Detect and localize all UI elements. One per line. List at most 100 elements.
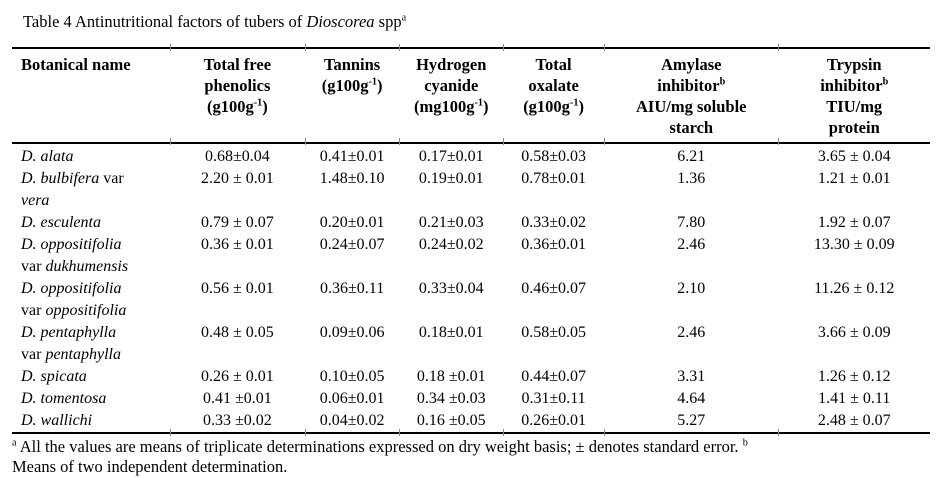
value-cell: 0.36±0.11: [320, 280, 385, 297]
value-cell: 2.48 ± 0.07: [817, 412, 891, 429]
table-row: D. tomentosa 0.41 ±0.01 0.06±0.01 0.34 ±0.0…: [12, 388, 930, 410]
rule-tick: [170, 44, 171, 51]
botanical-name-cell: D. alata: [21, 148, 74, 165]
data-table: Botanical name Total free phenolics (g100g-…: [12, 47, 930, 434]
rule-tick: [170, 429, 171, 436]
table-row: D. esculenta 0.79 ± 0.07 0.20±0.01 0.21±0.0…: [12, 212, 930, 234]
value-cell: 1.48±0.10: [319, 170, 385, 187]
rule-tick: [399, 429, 400, 436]
rule-tick: [778, 429, 779, 436]
column-header: Total free phenolics (g100g-1): [203, 55, 272, 116]
table-title: Table 4 Antinutritional factors of tuber…: [23, 12, 407, 31]
value-cell: 0.20±0.01: [319, 214, 385, 231]
value-cell: 0.36 ± 0.01: [200, 236, 274, 253]
column-header: Hydrogen cyanide (mg100g-1): [413, 55, 489, 116]
value-cell: 2.20 ± 0.01: [200, 170, 274, 187]
table-row: D. wallichi 0.33 ±0.02 0.04±0.02 0.16 ±0.05…: [12, 410, 930, 433]
value-cell: 0.34 ±0.03: [416, 390, 486, 407]
value-cell: 0.18±0.01: [418, 324, 484, 341]
value-cell: 0.04±0.02: [319, 412, 385, 429]
value-cell: 0.79 ± 0.07: [200, 214, 274, 231]
value-cell: 0.56 ± 0.01: [200, 280, 274, 297]
value-cell: 1.21 ± 0.01: [817, 170, 891, 187]
value-cell: 6.21: [677, 148, 706, 165]
rule-tick: [170, 138, 171, 145]
table-header: Botanical name Total free phenolics (g100g-…: [12, 48, 930, 143]
table-row: D. alata 0.68±0.04 0.41±0.01 0.17±0.01 0.58±…: [12, 143, 930, 168]
value-cell: 0.24±0.02: [418, 236, 484, 253]
value-cell: 0.24±0.07: [319, 236, 385, 253]
column-header: Amylase inhibitorb AIU/mg soluble starch: [636, 55, 747, 137]
rule-tick: [604, 138, 605, 145]
value-cell: 5.27: [677, 412, 706, 429]
value-cell: 0.48 ± 0.05: [200, 324, 274, 341]
rule-tick: [399, 138, 400, 145]
value-cell: 1.92 ± 0.07: [817, 214, 891, 231]
value-cell: 1.36: [677, 170, 706, 187]
value-cell: 0.36±0.01: [521, 236, 586, 253]
rule-tick: [778, 44, 779, 51]
value-cell: 2.10: [677, 280, 706, 297]
rule-tick: [305, 138, 306, 145]
rule-tick: [604, 44, 605, 51]
value-cell: 1.41 ± 0.11: [818, 390, 891, 407]
botanical-name-cell: D. bulbifera var vera: [21, 170, 124, 209]
table-row: D. oppositifolia var dukhumensis 0.36 ± 0.…: [12, 234, 930, 278]
column-header: Total oxalate (g100g-1): [523, 55, 584, 116]
rule-tick: [305, 44, 306, 51]
botanical-name-cell: D. tomentosa: [21, 390, 107, 407]
column-header: Tannins (g100g-1): [321, 55, 383, 95]
value-cell: 3.31: [677, 368, 706, 385]
value-cell: 0.18 ±0.01: [416, 368, 486, 385]
value-cell: 4.64: [677, 390, 706, 407]
table-row: D. oppositifolia var oppositifolia 0.56 ± …: [12, 278, 930, 322]
value-cell: 3.66 ± 0.09: [817, 324, 891, 341]
value-cell: 0.46±0.07: [521, 280, 586, 297]
value-cell: 0.44±0.07: [521, 368, 586, 385]
value-cell: 7.80: [677, 214, 706, 231]
footnote: a All the values are means of triplicate…: [12, 437, 748, 476]
rule-tick: [305, 429, 306, 436]
rule-tick: [778, 138, 779, 145]
value-cell: 0.16 ±0.05: [416, 412, 486, 429]
value-cell: 3.65 ± 0.04: [817, 148, 891, 165]
botanical-name-cell: D. pentaphylla var pentaphylla: [21, 324, 121, 363]
value-cell: 2.46: [677, 324, 706, 341]
rule-tick: [503, 44, 504, 51]
column-header: Trypsin inhibitorb TIU/mg protein: [820, 55, 889, 137]
value-cell: 0.68±0.04: [204, 148, 270, 165]
value-cell: 0.41 ±0.01: [202, 390, 272, 407]
rule-tick: [604, 429, 605, 436]
table-row: D. bulbifera var vera 2.20 ± 0.01 1.48±0.10…: [12, 168, 930, 212]
botanical-name-cell: D. oppositifolia var dukhumensis: [21, 236, 129, 275]
rule-tick: [503, 138, 504, 145]
botanical-name-cell: D. oppositifolia var oppositifolia: [21, 280, 127, 319]
value-cell: 0.19±0.01: [418, 170, 484, 187]
botanical-name-cell: D. spicata: [21, 368, 87, 385]
table-row: D. pentaphylla var pentaphylla 0.48 ± 0.05…: [12, 322, 930, 366]
botanical-name-cell: D. wallichi: [21, 412, 93, 429]
value-cell: 0.33 ±0.02: [202, 412, 272, 429]
value-cell: 0.58±0.03: [521, 148, 586, 165]
value-cell: 0.33±0.04: [418, 280, 484, 297]
value-cell: 0.33±0.02: [521, 214, 586, 231]
value-cell: 0.31±0.11: [521, 390, 586, 407]
header-row: Botanical name Total free phenolics (g100g-…: [12, 48, 930, 143]
column-header: Botanical name: [21, 55, 131, 74]
value-cell: 0.41±0.01: [319, 148, 385, 165]
value-cell: 0.06±0.01: [319, 390, 385, 407]
value-cell: 0.10±0.05: [319, 368, 385, 385]
table-row: D. spicata 0.26 ± 0.01 0.10±0.05 0.18 ±0.01…: [12, 366, 930, 388]
botanical-name-cell: D. esculenta: [21, 214, 101, 231]
table-body: D. alata 0.68±0.04 0.41±0.01 0.17±0.01 0.58±…: [12, 143, 930, 433]
rule-tick: [503, 429, 504, 436]
value-cell: 0.26 ± 0.01: [200, 368, 274, 385]
value-cell: 0.21±0.03: [418, 214, 484, 231]
value-cell: 0.09±0.06: [319, 324, 385, 341]
rule-tick: [399, 44, 400, 51]
value-cell: 0.78±0.01: [521, 170, 586, 187]
value-cell: 0.17±0.01: [418, 148, 484, 165]
value-cell: 0.58±0.05: [521, 324, 586, 341]
value-cell: 13.30 ± 0.09: [813, 236, 895, 253]
